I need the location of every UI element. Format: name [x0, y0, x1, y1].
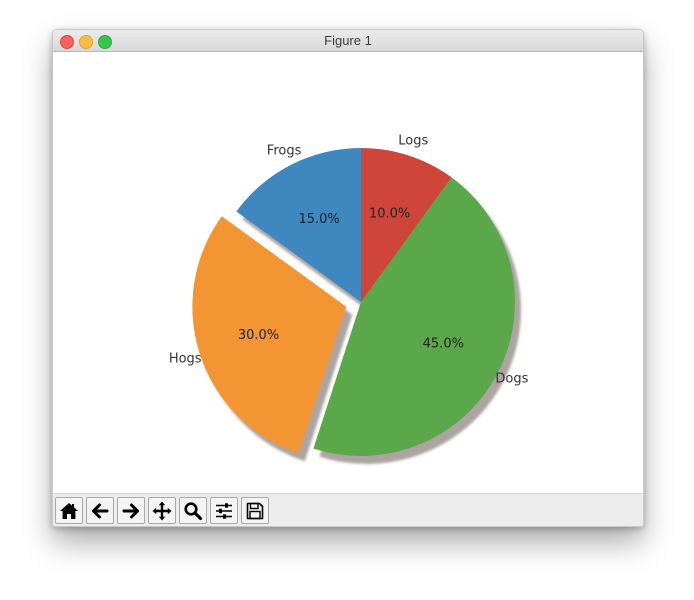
pie-wedge-logs [361, 148, 452, 302]
close-window-button[interactable] [60, 35, 74, 49]
pie-wedge-frogs [236, 148, 361, 302]
title-bar: Figure 1 [53, 30, 643, 52]
pan-button[interactable] [148, 497, 176, 524]
magnifier-icon [184, 501, 203, 520]
window-title: Figure 1 [324, 33, 372, 48]
pie-pct-label-dogs: 45.0% [423, 336, 464, 351]
pie-wedge-hogs [192, 216, 347, 454]
pie-label-frogs: Frogs [267, 144, 302, 159]
pie-wedge-dogs [313, 177, 515, 456]
figure-canvas[interactable]: Frogs 15.0% Hogs 30.0% Dogs 45.0% Logs 10.0% [53, 52, 643, 493]
configure-subplots-button[interactable] [210, 497, 238, 524]
pie-pct-label-frogs: 15.0% [298, 212, 339, 227]
move-icon [152, 501, 172, 520]
pie-wedge-layer [192, 148, 515, 456]
pie-label-logs: Logs [398, 133, 428, 148]
home-button[interactable] [55, 497, 83, 524]
floppy-disk-icon [246, 502, 264, 519]
navigation-toolbar [53, 493, 643, 526]
back-button[interactable] [86, 497, 114, 524]
pie-label-layer: Frogs 15.0% Hogs 30.0% Dogs 45.0% Logs 10.0% [169, 133, 529, 386]
pie-label-dogs: Dogs [495, 371, 528, 386]
sliders-icon [216, 502, 232, 519]
minimize-window-button[interactable] [79, 35, 93, 49]
zoom-button[interactable] [179, 497, 207, 524]
figure-window: Figure 1 Frogs 15.0% Hogs 30.0% Dogs 45.0% Log… [52, 29, 644, 527]
save-button[interactable] [241, 497, 269, 524]
pie-label-hogs: Hogs [169, 352, 202, 367]
pie-pct-label-logs: 10.0% [369, 207, 410, 222]
home-icon [60, 502, 78, 519]
maximize-window-button[interactable] [98, 35, 112, 49]
arrow-right-icon [122, 503, 139, 518]
arrow-left-icon [92, 503, 109, 518]
pie-chart: Frogs 15.0% Hogs 30.0% Dogs 45.0% Logs 10.0% [169, 133, 529, 464]
pie-pct-label-hogs: 30.0% [238, 328, 279, 343]
forward-button[interactable] [117, 497, 145, 524]
